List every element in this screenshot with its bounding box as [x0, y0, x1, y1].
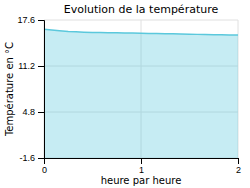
tick: 4.8: [22, 107, 44, 117]
y-axis: -1.6 4.8 11.2 17.6: [17, 15, 44, 163]
tick-label: 2: [236, 165, 241, 175]
plot: 0 1 2 -1.6 4.8 11.2 17.6: [17, 15, 241, 175]
tick-mark: [38, 158, 44, 159]
line: [44, 29, 238, 35]
tick-mark: [38, 66, 44, 67]
tick-label: 17.6: [17, 15, 35, 25]
chart: 0 1 2 -1.6 4.8 11.2 17.6 Evolution de la tempér…: [0, 0, 250, 188]
tick-mark: [38, 112, 44, 113]
tick-mark: [238, 158, 239, 164]
tick-mark: [141, 158, 142, 164]
tick-label: 0: [42, 165, 47, 175]
tick-label: 1: [139, 165, 144, 175]
tick-mark: [38, 20, 44, 21]
marks: [44, 29, 238, 158]
tick: -1.6: [19, 153, 44, 163]
tick: 0: [42, 158, 47, 175]
tick-label: 11.2: [18, 61, 35, 71]
axis-line: [38, 21, 45, 159]
x-axis-title: heure par heure: [101, 175, 182, 186]
tick: 2: [236, 158, 241, 175]
tick-label: 4.8: [22, 107, 35, 117]
tick: 17.6: [17, 15, 44, 25]
title: Evolution de la température: [64, 3, 219, 16]
x-axis: 0 1 2: [42, 158, 241, 175]
y-axis-title: Température en °C: [4, 42, 15, 137]
tick: 11.2: [18, 61, 44, 71]
area: [44, 29, 238, 158]
tick: 1: [139, 158, 144, 175]
tick-label: -1.6: [19, 153, 35, 163]
grid: [44, 20, 238, 158]
axis-line: [45, 159, 239, 165]
